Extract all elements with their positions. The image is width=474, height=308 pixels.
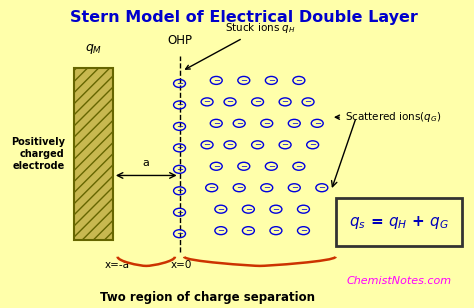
- Text: −: −: [176, 122, 183, 131]
- Text: Scattered ions($q_G$): Scattered ions($q_G$): [335, 110, 441, 124]
- Text: −: −: [291, 119, 298, 128]
- Text: −: −: [176, 229, 183, 238]
- Text: −: −: [309, 140, 316, 149]
- Text: −: −: [282, 140, 289, 149]
- Text: −: −: [300, 205, 307, 214]
- Text: −: −: [176, 208, 183, 217]
- Text: x=0: x=0: [171, 260, 192, 270]
- Text: −: −: [273, 205, 280, 214]
- Text: −: −: [268, 162, 275, 171]
- Text: −: −: [227, 140, 234, 149]
- Text: $q_M$: $q_M$: [85, 42, 102, 56]
- Text: −: −: [268, 76, 275, 85]
- Text: −: −: [295, 162, 302, 171]
- Text: Positively
charged
electrode: Positively charged electrode: [11, 137, 65, 171]
- Text: −: −: [291, 183, 298, 192]
- Text: −: −: [245, 226, 252, 235]
- Text: −: −: [218, 205, 224, 214]
- Text: −: −: [314, 119, 321, 128]
- Text: Stuck ions $q_H$: Stuck ions $q_H$: [186, 21, 296, 69]
- Text: −: −: [213, 119, 220, 128]
- Text: −: −: [263, 119, 270, 128]
- Text: −: −: [176, 143, 183, 152]
- Text: −: −: [176, 100, 183, 109]
- Text: −: −: [213, 162, 220, 171]
- Text: −: −: [203, 140, 210, 149]
- Text: OHP: OHP: [167, 34, 192, 47]
- Text: −: −: [254, 97, 261, 106]
- Text: a: a: [143, 158, 150, 168]
- Text: −: −: [282, 97, 289, 106]
- Text: ChemistNotes.com: ChemistNotes.com: [346, 276, 452, 286]
- Text: −: −: [208, 183, 215, 192]
- Text: x=-a: x=-a: [105, 260, 130, 270]
- Bar: [74, 68, 113, 240]
- Text: −: −: [176, 186, 183, 195]
- Text: −: −: [236, 183, 243, 192]
- Text: −: −: [236, 119, 243, 128]
- Text: −: −: [263, 183, 270, 192]
- Text: −: −: [203, 97, 210, 106]
- Text: −: −: [245, 205, 252, 214]
- Text: −: −: [227, 97, 234, 106]
- Text: $q_s$ = $q_H$ + $q_G$: $q_s$ = $q_H$ + $q_G$: [349, 213, 449, 231]
- Text: Two region of charge separation: Two region of charge separation: [100, 291, 315, 304]
- FancyBboxPatch shape: [336, 198, 462, 246]
- Text: −: −: [176, 79, 183, 88]
- Text: −: −: [213, 76, 220, 85]
- Text: −: −: [254, 140, 261, 149]
- Text: −: −: [300, 226, 307, 235]
- Text: −: −: [273, 226, 280, 235]
- Text: −: −: [295, 76, 302, 85]
- Text: −: −: [218, 226, 224, 235]
- Text: −: −: [240, 162, 247, 171]
- Text: Stern Model of Electrical Double Layer: Stern Model of Electrical Double Layer: [70, 10, 418, 25]
- Text: −: −: [319, 183, 325, 192]
- Text: −: −: [240, 76, 247, 85]
- Text: −: −: [176, 165, 183, 174]
- Text: −: −: [305, 97, 311, 106]
